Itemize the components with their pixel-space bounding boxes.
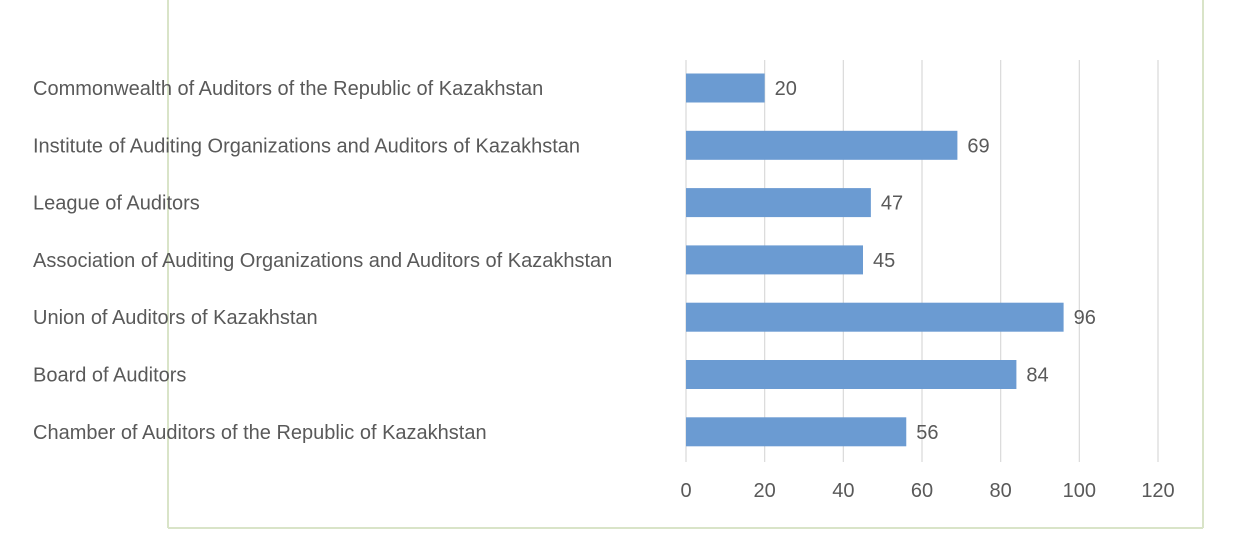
category-label: Chamber of Auditors of the Republic of K… — [33, 422, 487, 444]
data-label: 69 — [967, 135, 989, 157]
data-label: 56 — [916, 422, 938, 444]
bar — [686, 302, 1064, 332]
bar — [686, 360, 1017, 389]
bar — [686, 245, 863, 275]
category-label: Board of Auditors — [33, 365, 186, 387]
data-label: 20 — [775, 78, 797, 100]
bars — [686, 73, 1064, 447]
data-label: 47 — [881, 193, 903, 215]
x-tick-label: 120 — [1141, 480, 1174, 502]
x-tick-label: 20 — [754, 480, 776, 502]
bar — [686, 130, 958, 160]
x-tick-label: 100 — [1063, 480, 1096, 502]
category-label: League of Auditors — [33, 193, 200, 215]
data-label: 96 — [1074, 307, 1096, 329]
category-labels: Commonwealth of Auditors of the Republic… — [33, 78, 612, 444]
category-label: Institute of Auditing Organizations and … — [33, 135, 580, 157]
x-tick-label: 60 — [911, 480, 933, 502]
category-label: Union of Auditors of Kazakhstan — [33, 307, 318, 329]
bar — [686, 73, 765, 103]
data-label: 84 — [1026, 365, 1048, 387]
x-axis-ticks: 0 20 40 60 80 100 120 — [680, 480, 1174, 502]
bar — [686, 417, 907, 447]
category-label: Commonwealth of Auditors of the Republic… — [33, 78, 543, 100]
data-label: 45 — [873, 250, 895, 272]
data-labels: 20 69 47 45 96 84 56 — [775, 78, 1096, 444]
x-tick-label: 0 — [680, 480, 691, 502]
category-label: Association of Auditing Organizations an… — [33, 250, 612, 272]
x-tick-label: 80 — [990, 480, 1012, 502]
bar — [686, 188, 871, 218]
x-tick-label: 40 — [832, 480, 854, 502]
